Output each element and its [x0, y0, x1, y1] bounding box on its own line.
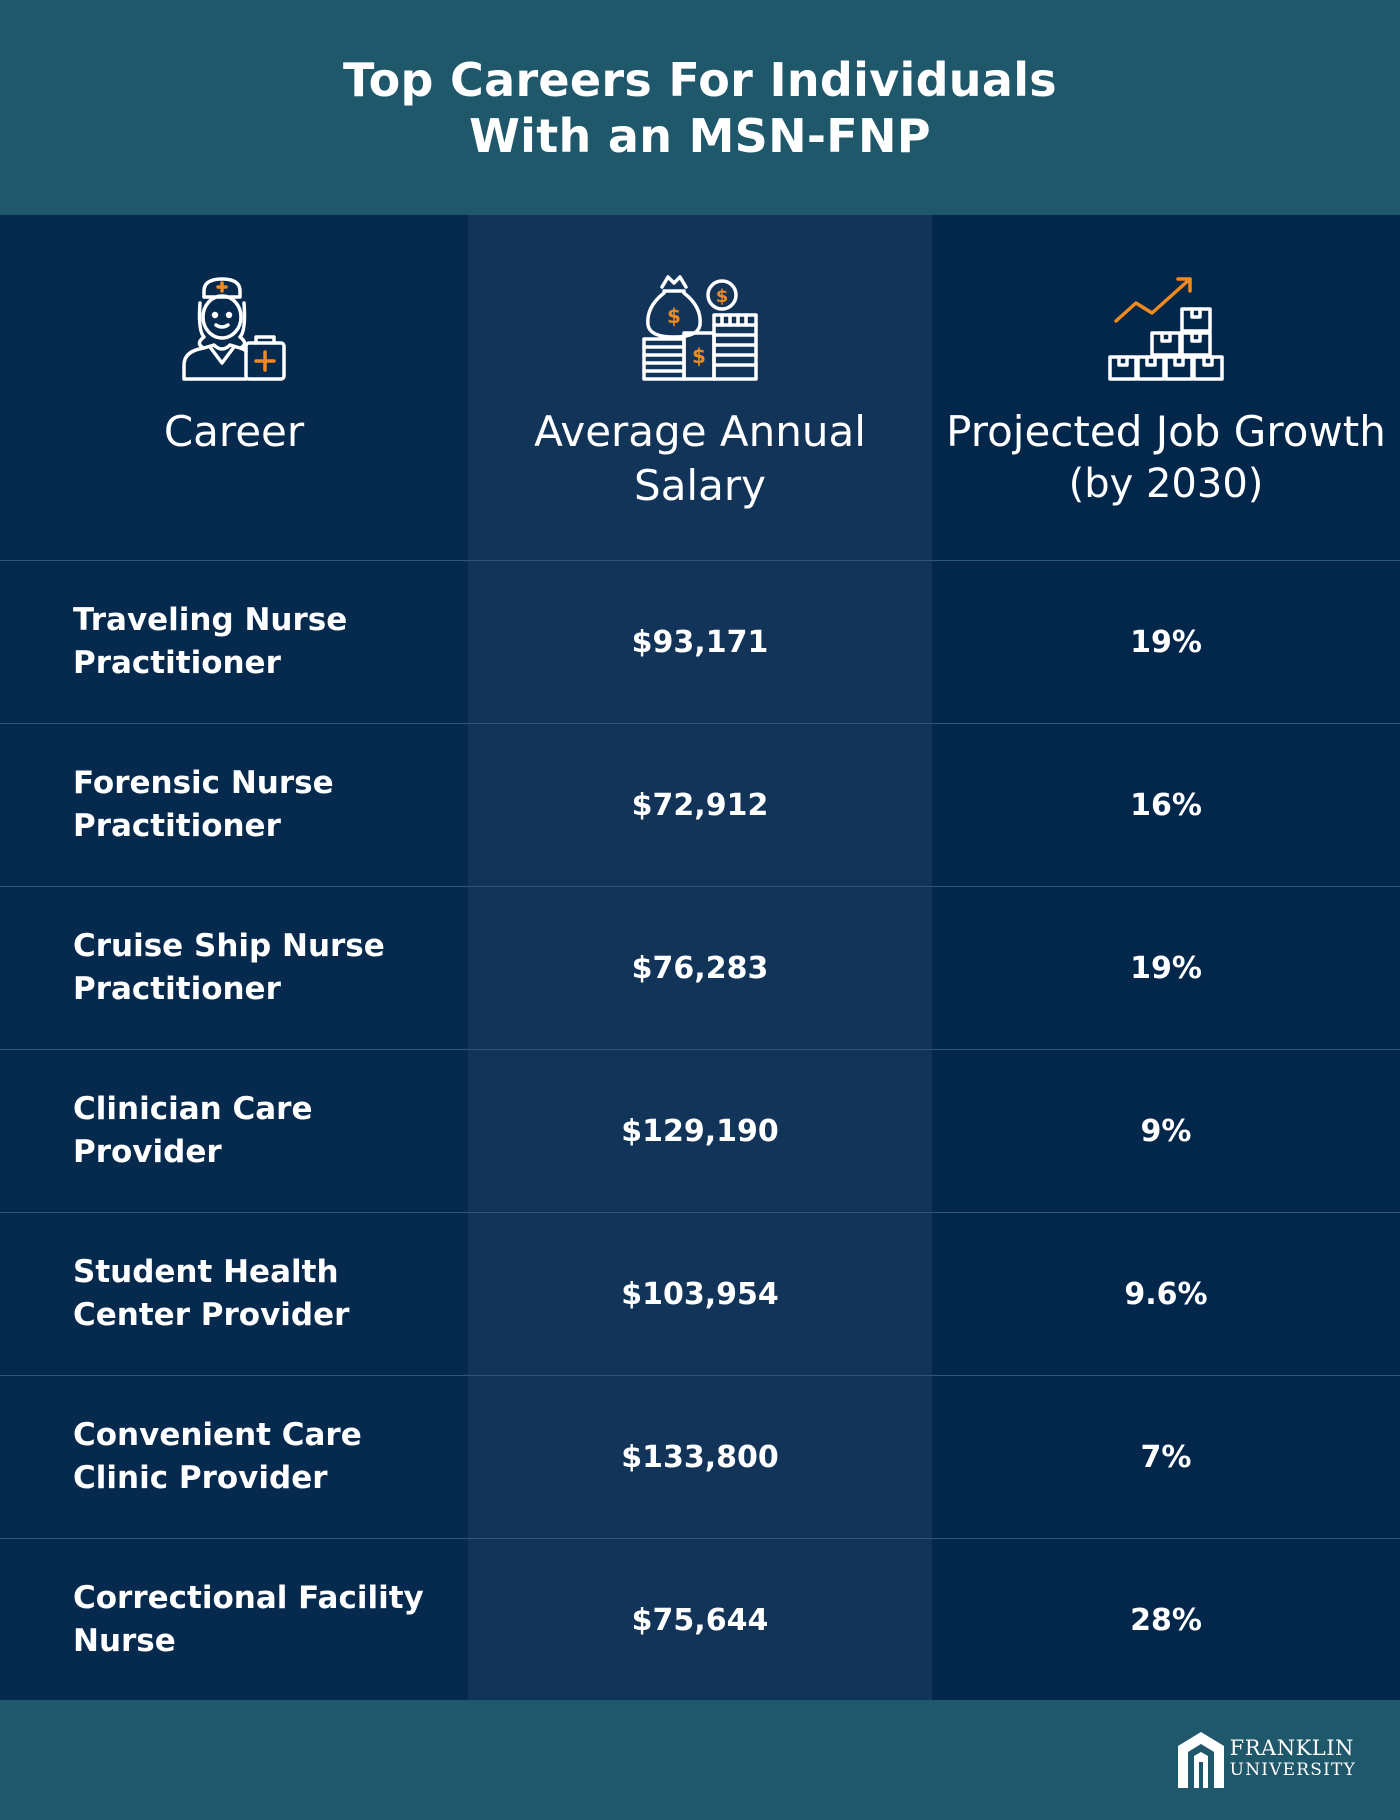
table-row: Forensic Nurse Practitioner $72,912 16%: [0, 723, 1400, 886]
career-cell: Cruise Ship Nurse Practitioner: [73, 887, 453, 1049]
logo-text-line-2: UNIVERSITY: [1229, 1760, 1356, 1780]
career-cell: Traveling Nurse Practitioner: [73, 561, 453, 723]
growth-cell: 19%: [1130, 950, 1202, 986]
growth-chart-icon: [1108, 277, 1224, 381]
career-name-line-1: Convenient Care: [73, 1417, 362, 1453]
salary-header-label: Average Annual: [534, 407, 866, 456]
growth-cell: 9%: [1140, 1113, 1192, 1149]
salary-column-bg: [468, 215, 932, 1700]
career-column-bg: [0, 215, 468, 1700]
table-row: Clinician Care Provider $129,190 9%: [0, 1049, 1400, 1212]
growth-header: Projected Job Growth (by 2030): [932, 215, 1400, 560]
table-row: Student Health Center Provider $103,954 9…: [0, 1212, 1400, 1375]
nurse-icon: [182, 277, 286, 381]
career-name-line-2: Provider: [73, 1134, 222, 1170]
page-header: Top Careers For Individuals With an MSN-…: [0, 0, 1400, 215]
svg-text:$: $: [667, 304, 681, 328]
career-name-line-1: Student Health: [73, 1254, 339, 1290]
career-name-line-1: Clinician Care: [73, 1091, 313, 1127]
career-name-line-1: Forensic Nurse: [73, 765, 334, 801]
growth-cell: 16%: [1130, 787, 1202, 823]
salary-cell: $72,912: [631, 787, 769, 823]
page-footer: FRANKLIN UNIVERSITY: [0, 1700, 1400, 1820]
career-name-line-1: Correctional Facility: [73, 1580, 424, 1616]
page-title-line-2: With an MSN-FNP: [469, 108, 931, 163]
career-cell: Convenient Care Clinic Provider: [73, 1376, 453, 1538]
salary-header-label-line2: Salary: [634, 461, 766, 510]
table-row: Convenient Care Clinic Provider $133,800 …: [0, 1375, 1400, 1538]
career-name-line-2: Clinic Provider: [73, 1460, 328, 1496]
salary-cell: $133,800: [621, 1439, 779, 1475]
franklin-logo-icon: [1177, 1732, 1224, 1788]
growth-cell: 28%: [1130, 1602, 1202, 1638]
money-bag-icon: $ $ $: [642, 275, 758, 381]
franklin-university-logo: FRANKLIN UNIVERSITY: [1176, 1730, 1356, 1788]
career-name-line-1: Cruise Ship Nurse: [73, 928, 385, 964]
growth-cell: 7%: [1140, 1439, 1192, 1475]
growth-cell: 9.6%: [1124, 1276, 1208, 1312]
salary-cell: $93,171: [631, 624, 769, 660]
logo-text: FRANKLIN UNIVERSITY: [1230, 1737, 1356, 1781]
career-name-line-2: Practitioner: [73, 971, 281, 1007]
salary-cell: $76,283: [631, 950, 769, 986]
salary-cell: $75,644: [631, 1602, 769, 1638]
page-title-line-1: Top Careers For Individuals: [343, 52, 1057, 107]
table-row: Cruise Ship Nurse Practitioner $76,283 19…: [0, 886, 1400, 1049]
table-header-row: Career $ $ $ Average An: [0, 215, 1400, 560]
growth-header-sublabel: (by 2030): [1068, 461, 1264, 507]
salary-header: $ $ $ Average Annual Salary: [468, 215, 932, 560]
table-row: Traveling Nurse Practitioner $93,171 19%: [0, 560, 1400, 723]
career-cell: Student Health Center Provider: [73, 1213, 453, 1375]
career-cell: Forensic Nurse Practitioner: [73, 724, 453, 886]
career-header: Career: [0, 215, 468, 560]
career-name-line-2: Center Provider: [73, 1297, 350, 1333]
salary-cell: $129,190: [621, 1113, 779, 1149]
career-name-line-2: Nurse: [73, 1623, 176, 1659]
salary-cell: $103,954: [621, 1276, 779, 1312]
svg-text:$: $: [716, 286, 729, 307]
growth-header-label: Projected Job Growth: [946, 407, 1386, 456]
svg-text:$: $: [692, 344, 706, 368]
careers-table: Career $ $ $ Average An: [0, 215, 1400, 1700]
growth-column-bg: [932, 215, 1400, 1700]
career-name-line-2: Practitioner: [73, 645, 281, 681]
table-row: Correctional Facility Nurse $75,644 28%: [0, 1538, 1400, 1701]
career-cell: Clinician Care Provider: [73, 1050, 453, 1212]
career-name-line-1: Traveling Nurse: [73, 602, 348, 638]
logo-text-line-1: FRANKLIN: [1229, 1736, 1354, 1760]
career-cell: Correctional Facility Nurse: [73, 1539, 453, 1701]
growth-cell: 19%: [1130, 624, 1202, 660]
career-header-label: Career: [163, 407, 305, 456]
career-name-line-2: Practitioner: [73, 808, 281, 844]
